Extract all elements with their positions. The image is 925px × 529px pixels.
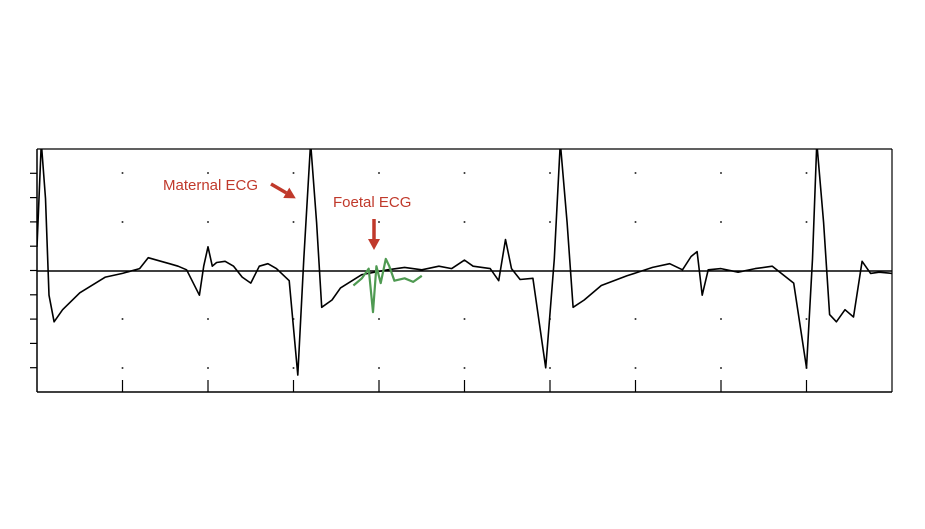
grid-dot — [121, 367, 124, 369]
grid-dot — [549, 221, 551, 223]
grid-dot — [805, 221, 808, 223]
maternal-arrow-shaft — [270, 182, 288, 195]
grid-dot — [207, 318, 209, 320]
grid-dot — [207, 367, 209, 369]
grid-dot — [292, 221, 295, 223]
grid-dot — [292, 172, 295, 174]
grid-dot — [463, 221, 466, 223]
grid-dot — [378, 221, 380, 223]
grid-dot — [720, 172, 722, 174]
grid-dot — [207, 172, 209, 174]
grid-dot — [720, 318, 722, 320]
x-axis-ticks — [121, 380, 808, 392]
series-line-foetal — [352, 257, 423, 314]
annotation-maternal-ecg: Maternal ECG — [163, 177, 258, 194]
foetal-arrow-head — [368, 239, 380, 250]
grid-dot — [634, 172, 637, 174]
annotation-foetal-ecg: Foetal ECG — [333, 194, 411, 211]
grid-dot — [121, 172, 124, 174]
grid-dot — [805, 318, 808, 320]
grid-dot — [463, 172, 466, 174]
grid-dot — [549, 367, 551, 369]
grid-dot — [378, 318, 380, 320]
maternal-arrow-head — [283, 187, 296, 199]
grid-dot — [720, 367, 722, 369]
grid-dot — [378, 172, 380, 174]
series-line-maternal — [37, 149, 892, 376]
grid-dot — [634, 367, 637, 369]
grid-dot — [378, 367, 380, 369]
grid-dot — [121, 221, 124, 223]
grid-dot — [805, 172, 808, 174]
grid-dot — [720, 221, 722, 223]
grid-dot — [634, 221, 637, 223]
grid-dot — [121, 318, 124, 320]
grid-dot — [463, 367, 466, 369]
grid-dot — [463, 318, 466, 320]
grid-dot — [634, 318, 637, 320]
grid-dot — [207, 221, 209, 223]
grid-dot — [549, 172, 551, 174]
grid-dot — [292, 367, 295, 369]
y-axis-ticks — [30, 172, 37, 369]
